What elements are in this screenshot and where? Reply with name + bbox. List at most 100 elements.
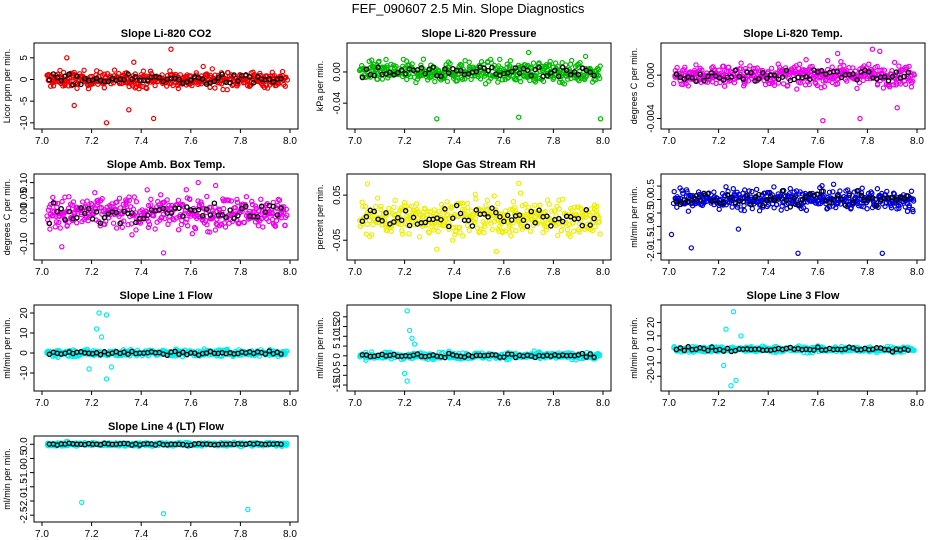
reference-point — [556, 73, 562, 80]
data-point — [561, 81, 568, 87]
reference-point — [438, 216, 444, 223]
data-point — [492, 65, 498, 72]
data-point — [884, 188, 890, 195]
data-point — [542, 208, 549, 215]
data-point — [741, 207, 748, 214]
reference-point — [854, 77, 860, 83]
x-tick-label: 7.6 — [184, 529, 198, 540]
data-point — [420, 56, 427, 62]
x-tick-label: 8.0 — [283, 529, 297, 540]
x-tick-label: 7.8 — [546, 398, 560, 409]
outlier-point — [150, 115, 157, 122]
reference-point — [395, 69, 401, 76]
plot-5: Slope Gas Stream RH7.0 7.2 7.4 7.6 7.8 8.0-0.… — [315, 159, 612, 278]
data-point — [140, 68, 147, 74]
reference-point — [701, 77, 707, 84]
reference-point — [211, 200, 218, 206]
reference-point — [89, 216, 96, 222]
reference-point — [160, 205, 167, 212]
data-point — [224, 86, 230, 93]
y-tick-label: -0.5 — [19, 449, 30, 467]
reference-point — [93, 209, 100, 215]
y-tick-label: -2.0 — [19, 492, 30, 510]
outlier-point — [108, 364, 115, 370]
outlier-point — [516, 180, 522, 187]
data-point — [556, 206, 562, 212]
data-point — [684, 189, 690, 195]
data-point — [386, 209, 392, 216]
data-point — [472, 191, 478, 197]
reference-point — [697, 197, 703, 203]
data-point — [150, 213, 157, 219]
reference-point — [125, 351, 131, 357]
data-point — [281, 209, 287, 216]
reference-point — [838, 74, 845, 81]
reference-point — [398, 217, 405, 223]
reference-point — [457, 67, 464, 74]
data-point — [597, 63, 603, 69]
data-point — [282, 222, 288, 228]
data-point — [850, 65, 856, 71]
reference-point — [504, 212, 511, 219]
reference-point — [144, 77, 151, 84]
plot-title: Slope Li-820 Temp. — [743, 28, 842, 40]
data-point — [56, 219, 62, 226]
data-point — [284, 212, 290, 218]
reference-point — [422, 219, 429, 226]
reference-point — [46, 76, 53, 83]
data-point — [124, 198, 130, 204]
x-tick-label: 7.0 — [35, 267, 49, 278]
data-point — [152, 82, 158, 89]
data-point — [682, 64, 688, 71]
data-point — [785, 82, 791, 89]
reference-point — [199, 213, 206, 219]
data-point — [148, 202, 154, 208]
data-point — [725, 64, 732, 71]
data-point — [133, 227, 139, 233]
y-tick-label: -0.04 — [332, 91, 343, 114]
data-point — [374, 195, 381, 201]
reference-point — [46, 351, 53, 358]
data-point — [721, 83, 728, 89]
reference-point — [748, 69, 754, 76]
data-point — [433, 225, 439, 231]
data-point — [886, 84, 893, 90]
reference-point — [414, 351, 421, 357]
data-point — [162, 215, 168, 222]
reference-point — [591, 72, 597, 79]
reference-point — [254, 74, 261, 80]
plot-title: Slope Line 3 Flow — [747, 290, 840, 302]
reference-point — [219, 71, 225, 77]
data-point — [820, 78, 826, 84]
data-point — [497, 56, 503, 63]
data-point — [699, 67, 705, 73]
x-tick-label: 7.0 — [35, 398, 49, 409]
reference-point — [716, 75, 723, 81]
reference-point — [266, 76, 273, 82]
outlier-point — [411, 341, 418, 347]
data-point — [540, 78, 547, 85]
y-tick-label: 10 — [332, 330, 343, 342]
reference-point — [736, 73, 743, 80]
y-tick-label: 0.5 — [646, 179, 657, 193]
data-point — [768, 65, 775, 72]
reference-point — [779, 188, 786, 194]
data-point — [569, 57, 575, 64]
data-point — [869, 190, 875, 196]
reference-point — [442, 66, 448, 72]
reference-point — [195, 206, 202, 213]
reference-point — [756, 191, 762, 198]
x-tick-label: 8.0 — [283, 267, 297, 278]
outlier-point — [434, 246, 440, 252]
data-point — [164, 197, 170, 203]
reference-point — [489, 64, 495, 71]
plot-title: Slope Line 1 Flow — [120, 290, 213, 302]
data-point — [830, 189, 836, 195]
reference-point — [544, 72, 550, 79]
reference-point — [724, 345, 731, 352]
data-point — [144, 187, 150, 193]
reference-point — [787, 204, 794, 210]
